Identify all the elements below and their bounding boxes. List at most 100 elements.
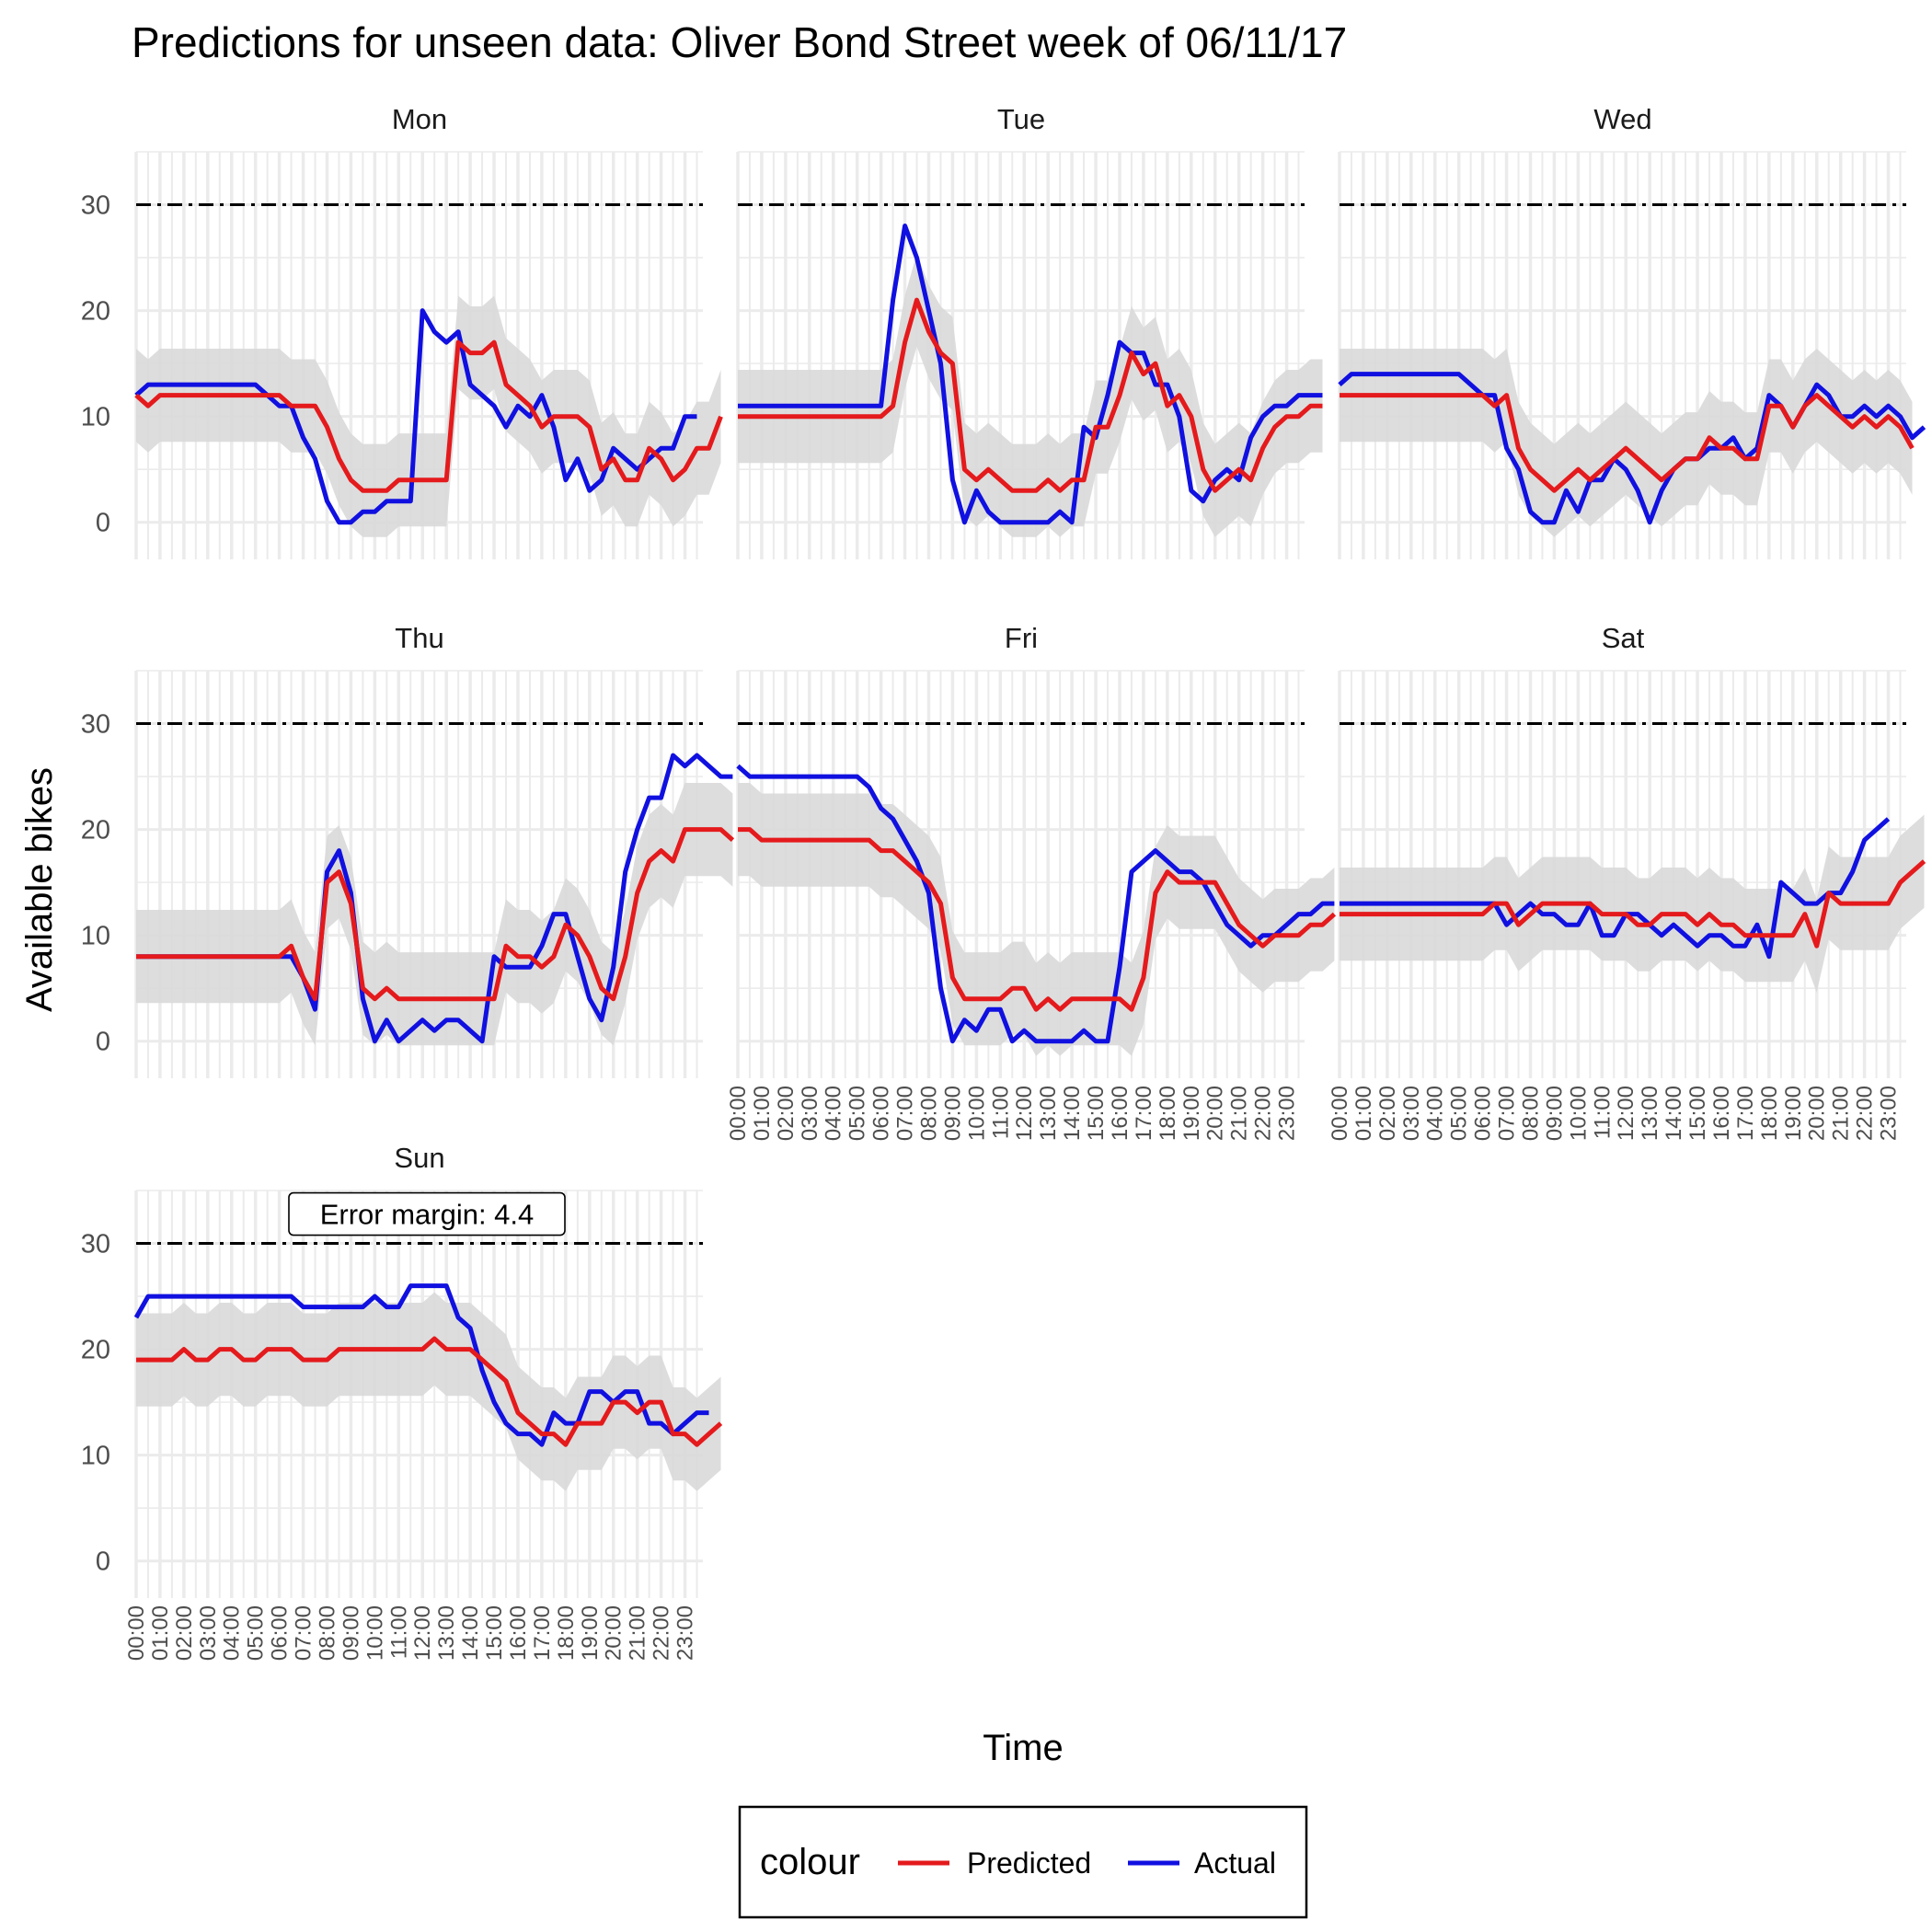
x-tick-label: 01:00 xyxy=(148,1605,173,1661)
x-tick-label: 13:00 xyxy=(434,1605,459,1661)
series-predicted xyxy=(136,827,735,1002)
x-tick-label: 09:00 xyxy=(339,1605,363,1661)
x-tick-label: 23:00 xyxy=(673,1605,698,1661)
series-predicted xyxy=(136,1336,723,1447)
panel-sun: Sun 0 10 20 30 00:0001:0002:0003:0004:0005:00… xyxy=(81,1142,723,1661)
y-tick-label: 0 xyxy=(96,509,110,538)
x-tick-label: 19:00 xyxy=(1781,1086,1806,1141)
x-tick-label: 15:00 xyxy=(1084,1086,1109,1141)
legend-title: colour xyxy=(760,1842,860,1882)
x-tick-label: 01:00 xyxy=(1351,1086,1376,1141)
x-tick-label: 09:00 xyxy=(940,1086,965,1141)
x-tick-label: 10:00 xyxy=(1566,1086,1591,1141)
panel-mon: Mon 0 10 20 30 xyxy=(81,103,723,559)
x-tick-label: 02:00 xyxy=(1375,1086,1400,1141)
x-tick-label: 23:00 xyxy=(1877,1086,1902,1141)
x-tick-label: 03:00 xyxy=(1399,1086,1424,1141)
x-tick-label: 04:00 xyxy=(1423,1086,1448,1141)
x-tick-label: 14:00 xyxy=(1060,1086,1085,1141)
chart-title: Predictions for unseen data: Oliver Bond… xyxy=(132,18,1347,66)
x-tick-label: 04:00 xyxy=(220,1605,245,1661)
y-tick-label: 20 xyxy=(81,297,110,327)
panel-title: Thu xyxy=(395,622,443,654)
x-axis-title: Time xyxy=(983,1728,1063,1768)
panel-title: Sun xyxy=(394,1142,444,1174)
series-actual xyxy=(134,308,697,525)
x-tick-label: 17:00 xyxy=(1733,1086,1758,1141)
x-tick-label: 10:00 xyxy=(362,1605,387,1661)
x-tick-label: 20:00 xyxy=(1203,1086,1228,1141)
panel-title: Mon xyxy=(392,103,447,135)
x-tick-label: 00:00 xyxy=(124,1605,149,1661)
x-tick-label: 12:00 xyxy=(1012,1086,1037,1141)
x-tick-label: 21:00 xyxy=(1227,1086,1252,1141)
series-predicted xyxy=(1340,393,1915,493)
x-tick-label: 21:00 xyxy=(626,1605,650,1661)
x-tick-label: 02:00 xyxy=(774,1086,799,1141)
x-tick-label: 06:00 xyxy=(869,1086,894,1141)
y-tick-label: 30 xyxy=(81,710,110,740)
x-tick-label: 11:00 xyxy=(988,1086,1013,1139)
series-actual xyxy=(1340,817,1891,960)
y-tick-label: 10 xyxy=(81,1442,110,1471)
x-tick-label: 20:00 xyxy=(1805,1086,1830,1141)
series-predicted xyxy=(1340,859,1926,949)
y-tick-label: 30 xyxy=(81,191,110,221)
x-tick-label: 05:00 xyxy=(845,1086,870,1141)
x-tick-label: 15:00 xyxy=(482,1605,507,1661)
x-tick-label: 22:00 xyxy=(1853,1086,1878,1141)
x-tick-label: 20:00 xyxy=(602,1605,627,1661)
x-tick-label: 16:00 xyxy=(1108,1086,1133,1141)
series-predicted xyxy=(738,827,1337,1012)
x-tick-label: 22:00 xyxy=(1251,1086,1276,1141)
series-predicted xyxy=(738,297,1323,493)
x-tick-label: 00:00 xyxy=(1328,1086,1352,1141)
x-tick-label: 18:00 xyxy=(1156,1086,1180,1141)
panel-fri: Fri 00:0001:0002:0003:0004:0005:0006:0007… xyxy=(726,622,1337,1141)
x-tick-label: 12:00 xyxy=(410,1605,435,1661)
x-tick-label: 11:00 xyxy=(386,1605,411,1659)
panel-title: Fri xyxy=(1005,622,1038,654)
x-tick-label: 04:00 xyxy=(822,1086,846,1141)
x-tick-label: 19:00 xyxy=(578,1605,603,1661)
x-tick-label: 10:00 xyxy=(964,1086,989,1141)
x-tick-label: 22:00 xyxy=(650,1605,674,1661)
panel-title: Wed xyxy=(1593,103,1651,135)
panel-sat: Sat 00:0001:0002:0003:0004:0005:0006:0007… xyxy=(1328,622,1926,1141)
x-tick-label: 00:00 xyxy=(726,1086,751,1141)
x-tick-label: 08:00 xyxy=(916,1086,941,1141)
panel-tue: Tue xyxy=(736,103,1323,559)
y-tick-label: 10 xyxy=(81,403,110,432)
x-tick-label: 13:00 xyxy=(1036,1086,1061,1141)
error-band xyxy=(738,253,1323,537)
annotation-box xyxy=(288,1191,566,1236)
x-tick-label: 02:00 xyxy=(172,1605,197,1661)
x-tick-label: 08:00 xyxy=(315,1605,339,1661)
x-tick-label: 07:00 xyxy=(292,1605,316,1661)
series-actual xyxy=(736,764,1335,1044)
legend-label-actual: Actual xyxy=(1194,1846,1276,1880)
y-tick-label: 10 xyxy=(81,922,110,951)
x-tick-label: 18:00 xyxy=(1757,1086,1782,1141)
series-actual xyxy=(738,224,1323,525)
panel-thu: Thu 0 10 20 30 xyxy=(81,622,735,1078)
x-tick-label: 03:00 xyxy=(798,1086,822,1141)
x-tick-label: 06:00 xyxy=(268,1605,293,1661)
x-tick-label: 17:00 xyxy=(1132,1086,1156,1141)
x-tick-label: 14:00 xyxy=(458,1605,483,1661)
series-predicted xyxy=(134,339,723,493)
y-axis-title: Available bikes xyxy=(19,767,60,1012)
error-band xyxy=(136,1292,721,1491)
annotation-label: Error margin: 4.4 xyxy=(320,1199,535,1231)
x-tick-label: 03:00 xyxy=(196,1605,221,1661)
y-tick-label: 0 xyxy=(96,1028,110,1057)
series-actual xyxy=(1338,372,1926,525)
y-tick-label: 30 xyxy=(81,1230,110,1259)
error-band xyxy=(136,295,721,537)
x-tick-label: 05:00 xyxy=(1447,1086,1472,1141)
x-tick-label: 13:00 xyxy=(1638,1086,1662,1141)
error-band xyxy=(1340,814,1925,993)
x-tick-label: 11:00 xyxy=(1590,1086,1615,1139)
x-tick-label: 23:00 xyxy=(1275,1086,1300,1141)
